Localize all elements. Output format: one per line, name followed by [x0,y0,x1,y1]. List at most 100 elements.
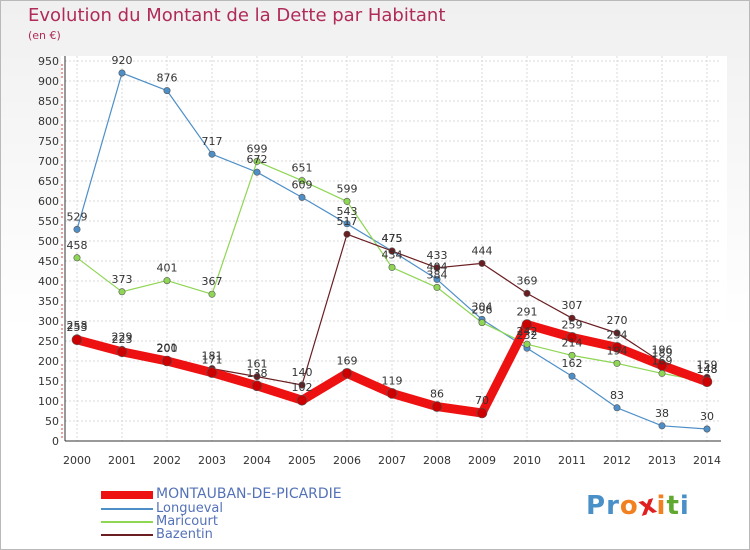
data-label-bazentin: 517 [337,215,358,228]
data-point-bazentin [568,314,576,322]
data-point-montauban-de-picardie [611,342,623,353]
data-label-maricourt: 599 [337,182,358,195]
data-point-maricourt [163,277,171,285]
data-point-longueval [298,193,306,201]
legend-label-montauban: MONTAUBAN-DE-PICARDIE [156,486,342,502]
proxiti-logo: Proxiti [586,489,690,523]
data-point-maricourt [523,340,531,348]
data-point-montauban-de-picardie [386,388,398,399]
data-label-longueval: 475 [382,232,403,245]
y-tick-label: 350 [38,295,59,308]
data-label-bazentin: 475 [382,232,403,245]
data-point-longueval [433,275,441,283]
data-point-longueval [703,425,711,433]
data-label-maricourt: 214 [562,336,583,349]
grid [61,56,727,442]
logo-letter: o [619,491,639,521]
legend-swatch-bazentin [101,533,153,536]
data-label-montauban-de-picardie: 171 [202,354,223,367]
data-label-montauban-de-picardie: 119 [382,374,403,387]
data-label-montauban-de-picardie: 102 [292,381,313,394]
data-label-bazentin: 369 [517,274,538,287]
x-tick-label: 2007 [378,454,406,467]
logo-letter: t [666,491,680,521]
y-tick-label: 50 [45,415,59,428]
data-point-montauban-de-picardie [476,407,488,419]
logo-letter: P [586,491,607,521]
data-label-maricourt: 651 [292,162,313,175]
data-label-montauban-de-picardie: 169 [337,354,358,367]
data-label-maricourt: 194 [607,344,628,357]
data-label-longueval: 404 [427,260,448,273]
x-tick-label: 2000 [63,454,91,467]
data-point-longueval [208,150,216,158]
y-tick-label: 450 [38,255,59,268]
data-label-montauban-de-picardie: 223 [112,333,133,346]
data-label-montauban-de-picardie: 291 [517,306,538,319]
data-point-longueval [118,69,126,77]
data-point-maricourt [73,254,81,262]
y-tick-label: 800 [38,115,59,128]
data-label-bazentin: 140 [292,366,313,379]
data-point-longueval [613,404,621,412]
data-point-bazentin [298,381,306,389]
data-point-maricourt [343,197,351,205]
data-point-montauban-de-picardie [341,368,353,379]
x-tick-label: 2008 [423,454,451,467]
data-label-bazentin: 201 [157,342,178,355]
data-label-maricourt: 148 [697,363,718,376]
data-point-maricourt [118,288,126,296]
legend-label-longueval: Longueval [156,501,223,516]
data-label-bazentin: 159 [697,358,718,371]
data-point-montauban-de-picardie [296,394,308,406]
data-label-maricourt: 367 [202,275,223,288]
x-tick-label: 2010 [513,454,541,467]
y-tick-label: 700 [38,155,59,168]
data-label-longueval: 529 [67,210,88,223]
data-label-longueval: 232 [517,329,538,342]
y-tick-label: 100 [38,395,59,408]
y-tick-label: 900 [38,75,59,88]
y-tick-label: 300 [38,315,59,328]
data-label-montauban-de-picardie: 138 [247,367,268,380]
data-label-bazentin: 161 [247,358,268,371]
x-tick-label: 2001 [108,454,136,467]
legend-label-bazentin: Bazentin [156,527,213,542]
data-label-longueval: 83 [610,389,624,402]
data-label-montauban-de-picardie: 234 [607,328,628,341]
data-point-bazentin [478,259,486,267]
data-label-montauban-de-picardie: 86 [430,388,444,401]
data-label-montauban-de-picardie: 148 [697,363,718,376]
data-point-maricourt [568,351,576,359]
data-label-longueval: 609 [292,178,313,191]
data-label-maricourt: 401 [157,262,178,275]
data-point-montauban-de-picardie [566,332,578,343]
y-axis-ticks: 0 50 100 150 200 250 300 350 400 450 500 550 600 650 7… [38,55,59,448]
data-label-montauban-de-picardie: 70 [475,394,489,407]
data-point-montauban-de-picardie [521,319,533,330]
data-label-bazentin: 307 [562,299,583,312]
data-label-maricourt: 169 [652,354,673,367]
y-tick-label: 950 [38,55,59,68]
data-point-bazentin [343,230,351,238]
data-label-maricourt: 458 [67,239,88,252]
x-axis-ticks: 2000 2001 2002 2003 2004 2005 2006 2007 2008 2009… [63,454,721,467]
data-point-bazentin [613,329,621,337]
y-tick-label: 400 [38,275,59,288]
data-point-bazentin [253,373,261,381]
legend-swatch-maricourt [101,520,153,523]
data-point-longueval [658,422,666,430]
x-tick-label: 2011 [558,454,586,467]
y-tick-label: 150 [38,375,59,388]
data-point-longueval [343,220,351,228]
x-tick-label: 2005 [288,454,316,467]
logo-letter: i [679,491,690,521]
data-point-maricourt [658,369,666,377]
data-label-maricourt: 242 [517,325,538,338]
data-label-longueval: 717 [202,135,223,148]
data-point-longueval [253,168,261,176]
data-label-longueval: 38 [655,407,669,420]
data-point-bazentin [523,289,531,297]
data-label-longueval: 30 [700,410,714,423]
